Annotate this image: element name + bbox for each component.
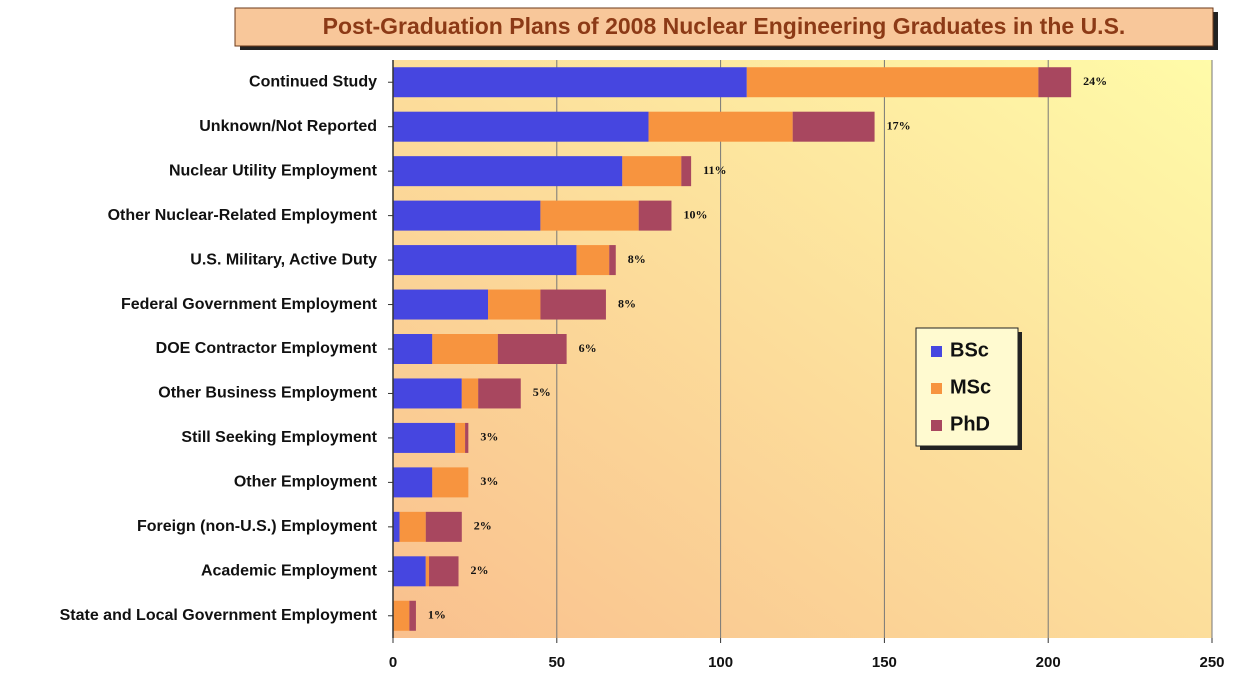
bar-segment — [746, 67, 1039, 98]
bar-segment — [429, 556, 459, 587]
bar-segment — [393, 467, 433, 498]
category-label: Academic Employment — [201, 563, 378, 580]
category-label: Unknown/Not Reported — [199, 118, 377, 135]
legend-swatch — [931, 420, 942, 431]
bar-segment — [609, 245, 616, 276]
legend-label: BSc — [950, 339, 989, 361]
bar-segment — [488, 289, 541, 320]
bar-label: 2% — [474, 519, 492, 533]
category-label: U.S. Military, Active Duty — [190, 251, 377, 268]
category-label: Other Nuclear-Related Employment — [108, 207, 378, 224]
category-label: Other Business Employment — [158, 385, 377, 402]
bar-segment — [393, 200, 541, 231]
bar-segment — [393, 67, 747, 98]
category-label: Foreign (non-U.S.) Employment — [137, 518, 378, 535]
legend-items: BSc MSc PhD — [931, 339, 991, 435]
bar-label: 17% — [887, 118, 911, 132]
bars: Continued Study 24% Unknown/Not Reported 17… — [60, 67, 1107, 631]
legend-swatch — [931, 346, 942, 357]
x-tick-label: 100 — [708, 654, 733, 671]
bar-segment — [393, 111, 649, 142]
bar-segment — [393, 334, 433, 364]
bar-segment — [432, 334, 498, 364]
x-tick-label: 200 — [1036, 654, 1061, 671]
legend-label: MSc — [950, 376, 991, 398]
category-label: Still Seeking Employment — [181, 429, 377, 446]
category-label: Federal Government Employment — [121, 296, 378, 313]
bar-segment — [393, 378, 462, 409]
bar-segment — [497, 334, 567, 364]
legend-label: PhD — [950, 413, 990, 435]
bar-label: 24% — [1083, 74, 1107, 88]
bar-segment — [622, 156, 682, 187]
bar-segment — [576, 245, 610, 276]
bar-segment — [455, 422, 466, 453]
bar-segment — [681, 156, 692, 187]
bar-segment — [432, 467, 469, 498]
bar-segment — [461, 378, 479, 409]
bar-segment — [478, 378, 521, 409]
legend-swatch — [931, 383, 942, 394]
bar-segment — [409, 600, 416, 631]
bar-label: 10% — [683, 207, 707, 221]
bar-segment — [425, 556, 430, 587]
bar-segment — [393, 511, 400, 542]
bar-segment — [393, 556, 426, 587]
bar-label: 6% — [579, 341, 597, 355]
bar-segment — [540, 200, 639, 231]
bar-segment — [1038, 67, 1072, 98]
bar-segment — [540, 289, 606, 320]
bar-segment — [638, 200, 672, 231]
bar-label: 11% — [703, 163, 726, 177]
bar-segment — [425, 511, 462, 542]
bar-label: 8% — [628, 252, 646, 266]
x-tick-label: 0 — [389, 654, 397, 671]
bar-segment — [792, 111, 875, 142]
category-label: State and Local Government Employment — [60, 607, 378, 624]
bar-segment — [393, 289, 489, 320]
bar-segment — [648, 111, 793, 142]
title-box — [234, 7, 1214, 47]
bar-label: 2% — [471, 563, 489, 577]
chart-title: Post-Graduation Plans of 2008 Nuclear En… — [323, 13, 1126, 39]
category-label: Other Employment — [234, 474, 378, 491]
x-tick-label: 250 — [1199, 654, 1224, 671]
category-label: DOE Contractor Employment — [156, 340, 378, 357]
category-label: Continued Study — [249, 73, 377, 90]
category-label: Nuclear Utility Employment — [169, 162, 378, 179]
bar-segment — [393, 245, 577, 276]
bar-segment — [393, 156, 623, 187]
bar-segment — [393, 600, 410, 631]
bar-label: 5% — [533, 385, 551, 399]
x-tick-label: 150 — [872, 654, 897, 671]
bar-segment — [465, 422, 469, 453]
x-tick-label: 50 — [548, 654, 565, 671]
bar-segment — [399, 511, 426, 542]
bar-segment — [393, 422, 456, 453]
bar-label: 1% — [428, 608, 446, 622]
bar-label: 3% — [480, 430, 498, 444]
bar-label: 3% — [480, 474, 498, 488]
bar-label: 8% — [618, 296, 636, 310]
